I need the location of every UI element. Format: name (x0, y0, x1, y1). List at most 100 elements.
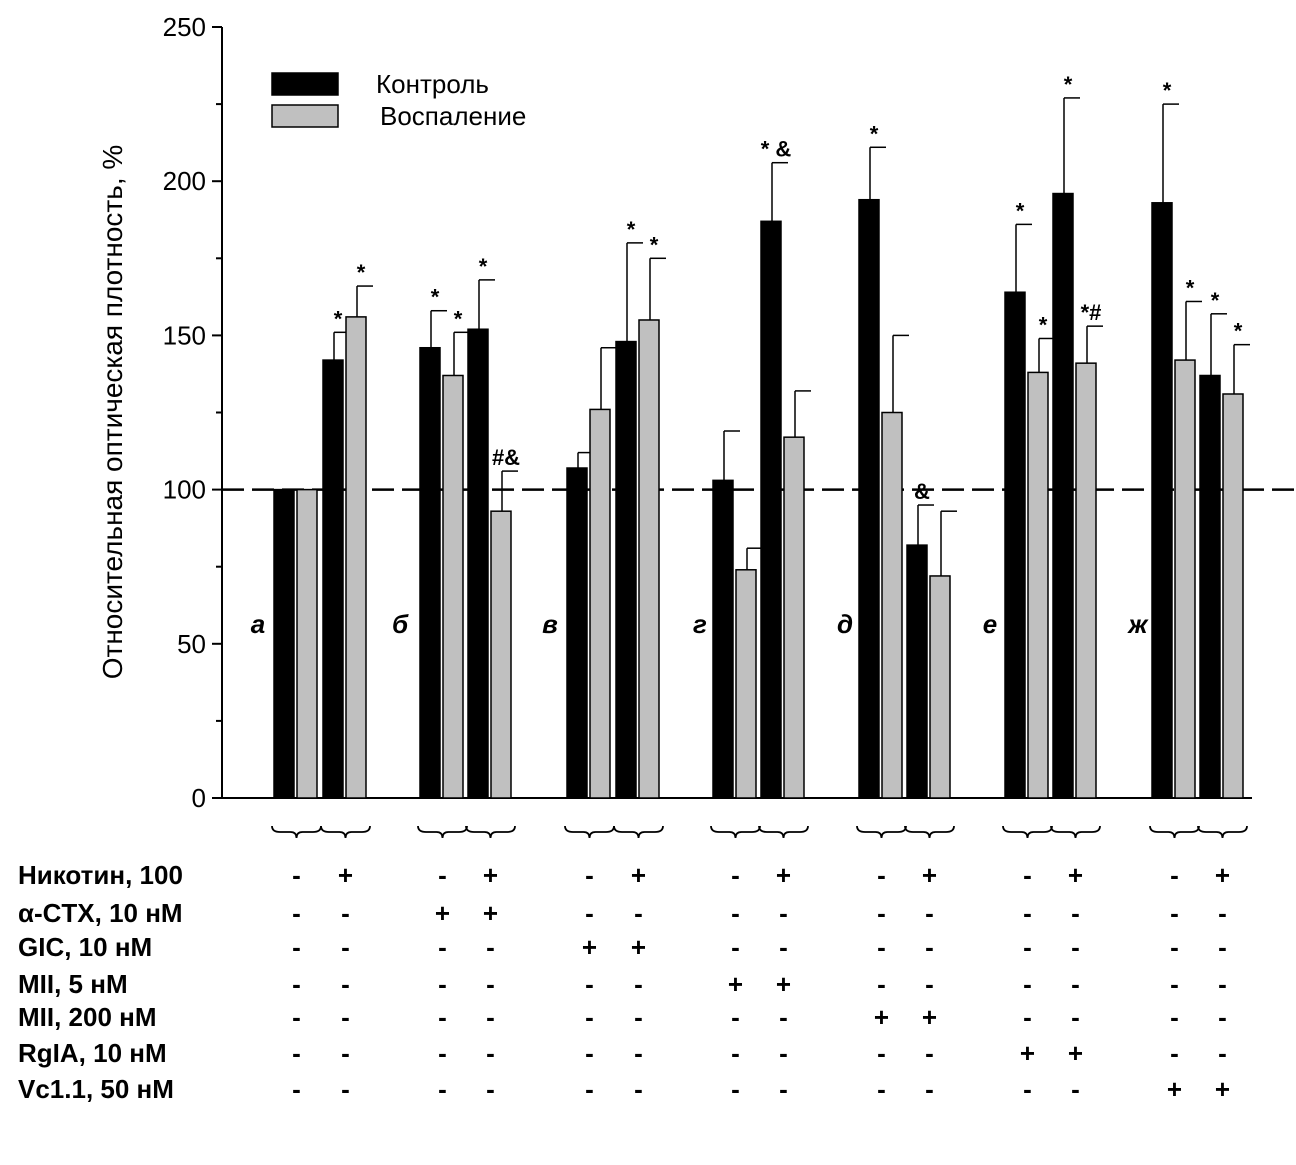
minus-mark: - (634, 1038, 643, 1068)
minus-mark: - (779, 898, 788, 928)
minus-mark: - (1071, 932, 1080, 962)
significance-mark: * (454, 306, 463, 331)
bar (589, 408, 611, 799)
bracket (1050, 825, 1101, 839)
minus-mark: - (292, 1038, 301, 1068)
minus-mark: - (292, 969, 301, 999)
bars: * * а * * * #& б * * в * & г * & д * * * *# е * * * * ж (251, 72, 1250, 839)
bracket (465, 825, 516, 839)
minus-mark: - (585, 969, 594, 999)
bar (490, 510, 512, 799)
minus-mark: - (1023, 1002, 1032, 1032)
minus-mark: - (292, 898, 301, 928)
bracket (856, 825, 907, 839)
bar (783, 436, 805, 799)
minus-mark: - (438, 1074, 447, 1104)
minus-mark: - (1071, 1074, 1080, 1104)
group-label: а (251, 609, 265, 639)
bar (638, 319, 660, 799)
minus-mark: - (1023, 1074, 1032, 1104)
significance-mark: * (1064, 72, 1073, 97)
minus-mark: - (341, 1038, 350, 1068)
significance-mark: * (650, 232, 659, 257)
bar (881, 411, 903, 799)
minus-mark: - (341, 969, 350, 999)
minus-mark: - (731, 1038, 740, 1068)
minus-mark: - (779, 1002, 788, 1032)
minus-mark: - (1218, 969, 1227, 999)
minus-mark: - (925, 969, 934, 999)
minus-mark: - (925, 932, 934, 962)
significance-mark: * (1016, 198, 1025, 223)
y-tick-label: 50 (177, 629, 206, 659)
minus-mark: - (486, 932, 495, 962)
bracket (320, 825, 371, 839)
minus-mark: - (877, 898, 886, 928)
plus-mark: + (582, 932, 597, 962)
plus-mark: + (1068, 860, 1083, 890)
significance-mark: * (627, 217, 636, 242)
minus-mark: - (634, 1002, 643, 1032)
plus-mark: + (776, 969, 791, 999)
minus-mark: - (731, 1074, 740, 1104)
minus-mark: - (1218, 898, 1227, 928)
minus-mark: - (877, 1074, 886, 1104)
plus-mark: + (1215, 1074, 1230, 1104)
significance-mark: * (1211, 288, 1220, 313)
minus-mark: - (731, 898, 740, 928)
bar (1199, 374, 1221, 799)
minus-mark: - (1023, 860, 1032, 890)
minus-mark: - (877, 1038, 886, 1068)
minus-mark: - (1170, 860, 1179, 890)
legend-swatch (271, 104, 339, 128)
bar (929, 575, 951, 799)
group-label: в (542, 609, 558, 639)
treatment-label: α-CTX, 10 нМ (18, 898, 183, 928)
bar (345, 316, 367, 799)
plus-mark: + (1020, 1038, 1035, 1068)
treatment-label: MII, 5 нМ (18, 969, 128, 999)
plus-mark: + (1215, 860, 1230, 890)
minus-mark: - (438, 860, 447, 890)
minus-mark: - (877, 932, 886, 962)
bar (419, 346, 441, 799)
significance-mark: * (1234, 319, 1243, 344)
minus-mark: - (1170, 1002, 1179, 1032)
treatment-table: Никотин, 100 - + - + - + - + - + - + - + α-CTX, 10 нМ - -… (18, 860, 1230, 1104)
plus-mark: + (435, 898, 450, 928)
y-tick-label: 100 (163, 475, 206, 505)
minus-mark: - (877, 860, 886, 890)
minus-mark: - (634, 969, 643, 999)
bar (1174, 359, 1196, 799)
minus-mark: - (1071, 1002, 1080, 1032)
group-label: б (392, 609, 409, 639)
y-tick-label: 0 (192, 783, 206, 813)
axes: 0 50 100 150 200 250 Относительная оптическая … (97, 12, 1296, 813)
bar (712, 479, 734, 799)
bar (1222, 393, 1244, 799)
bar (760, 220, 782, 799)
minus-mark: - (731, 932, 740, 962)
group-label: д (837, 609, 853, 639)
plus-mark: + (631, 860, 646, 890)
minus-mark: - (779, 932, 788, 962)
minus-mark: - (634, 898, 643, 928)
legend-label: Воспаление (380, 101, 526, 131)
plus-mark: + (338, 860, 353, 890)
bracket (904, 825, 955, 839)
minus-mark: - (438, 1038, 447, 1068)
bar (615, 340, 637, 799)
bracket (758, 825, 809, 839)
y-axis-label: Относительная оптическая плотность, % (97, 145, 128, 680)
bar (566, 467, 588, 799)
significance-mark: * (431, 285, 440, 310)
bar (906, 544, 928, 799)
minus-mark: - (1218, 1038, 1227, 1068)
bar (1052, 192, 1074, 799)
bar (1004, 291, 1026, 799)
significance-mark: * (1163, 78, 1172, 103)
plus-mark: + (728, 969, 743, 999)
treatment-label: RgIA, 10 нМ (18, 1038, 167, 1068)
